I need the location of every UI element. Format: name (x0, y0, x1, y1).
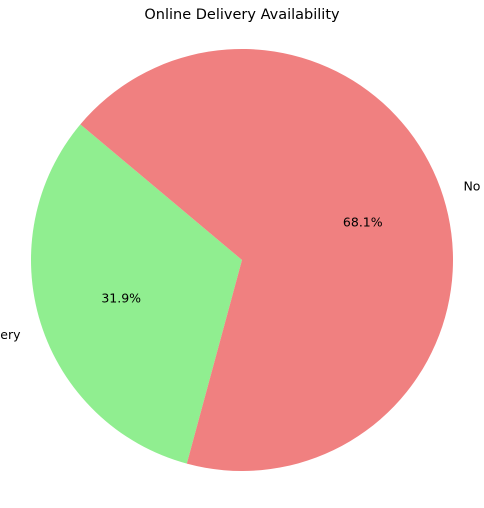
chart-title: Online Delivery Availability (144, 7, 340, 23)
pie-slice-no-online-delivery (80, 49, 454, 471)
pie-labels: 31.9% Online Delivery 68.1% No Online Deliv… (0, 179, 484, 343)
pie-pct-label: 68.1% (343, 215, 383, 230)
pie-slice-online-delivery (30, 124, 242, 464)
pie-category-label: Online Delivery (0, 327, 21, 342)
pie-category-label: No Online Delivery (463, 179, 484, 194)
pie-pct-label: 31.9% (101, 290, 141, 305)
pie-slices (30, 49, 454, 471)
